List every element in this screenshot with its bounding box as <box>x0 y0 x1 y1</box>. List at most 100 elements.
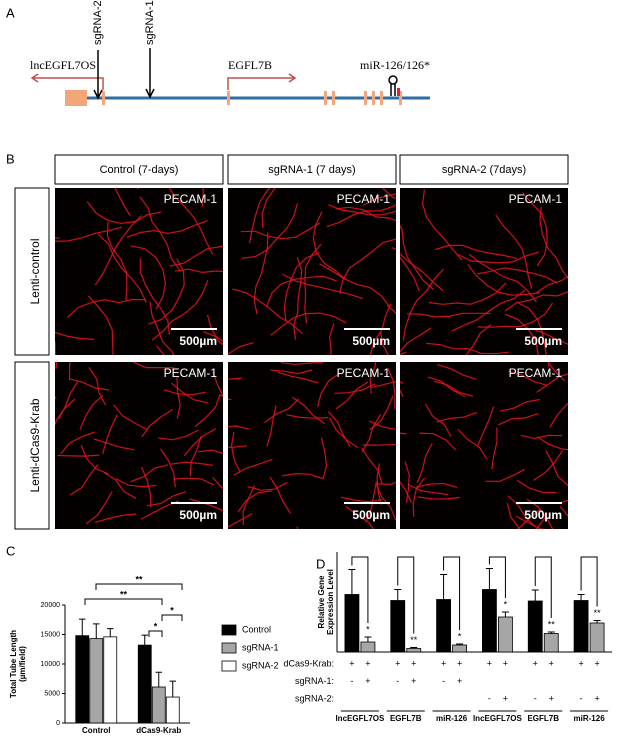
bar <box>165 696 180 724</box>
vessel <box>203 331 223 342</box>
vessel <box>317 372 340 408</box>
vessel <box>139 258 171 335</box>
vessel <box>198 449 223 455</box>
tss-arrow <box>30 73 104 90</box>
vessel <box>491 427 498 470</box>
comparison-bracket <box>488 556 506 598</box>
row-header: Lenti-dCas9-Krab <box>28 398 42 492</box>
vessel <box>361 414 382 453</box>
error-bar <box>577 594 585 601</box>
condition-cell: - <box>442 676 445 686</box>
vessel <box>536 373 568 393</box>
stain-label: PECAM-1 <box>164 366 218 380</box>
x-tick-label: EGFL7B <box>527 714 559 723</box>
condition-cell: + <box>594 658 599 668</box>
vessel <box>228 425 250 430</box>
bar <box>589 622 605 653</box>
vessel <box>400 327 432 353</box>
vessel <box>345 505 375 529</box>
vessel <box>371 381 396 388</box>
micrograph: PECAM-1 500µm <box>400 188 568 355</box>
comparison-bracket <box>397 556 415 634</box>
vessel <box>451 290 526 332</box>
vessel <box>93 438 135 451</box>
vessel <box>424 403 452 437</box>
x-tick-label: miR-126 <box>574 714 606 723</box>
vessel <box>498 412 539 426</box>
y-axis-label: Total Tube Length <box>9 630 18 698</box>
vessel <box>335 381 369 410</box>
stain-label: PECAM-1 <box>337 366 391 380</box>
significance-bracket <box>148 630 163 637</box>
vessel <box>133 362 175 369</box>
vessels <box>400 189 568 355</box>
vessel <box>212 371 223 398</box>
vessel <box>58 381 79 420</box>
error-bar <box>456 643 464 645</box>
vessel <box>228 512 253 528</box>
vessel <box>173 477 215 486</box>
vessel <box>228 342 254 355</box>
bar <box>573 600 589 653</box>
legend-label: Control <box>242 624 271 634</box>
bar <box>543 633 559 653</box>
panel-label: B <box>6 151 15 166</box>
gene-label: miR-126/126* <box>360 58 430 72</box>
micrograph: PECAM-1 500µm <box>228 362 396 529</box>
legend-label: sgRNA-1 <box>242 642 279 652</box>
bar <box>137 644 152 724</box>
vessel <box>369 395 394 431</box>
error-bar <box>93 623 100 639</box>
vessel <box>266 275 337 307</box>
condition-cell: + <box>457 676 462 686</box>
vessel <box>174 268 223 274</box>
vessel <box>517 508 541 529</box>
vessel <box>377 481 396 485</box>
vessel <box>465 324 492 355</box>
error-bar <box>394 589 402 601</box>
vessel <box>171 461 213 466</box>
comparison-bracket <box>534 556 552 618</box>
error-bar <box>593 620 601 623</box>
scale-label: 500µm <box>352 508 390 522</box>
vessel <box>382 188 396 200</box>
vessel <box>212 477 223 490</box>
vessel <box>328 417 359 449</box>
vessel <box>282 273 363 300</box>
vessel <box>171 382 208 404</box>
gene-diagram: lncEGFL7OS EGFL7B miR-126/126* sgRNA-2 s… <box>30 0 430 106</box>
row-header-box <box>14 187 50 356</box>
vessel <box>507 495 537 528</box>
image-grid: Control (7-days) sgRNA-1 (7 days) sgRNA-2 … <box>14 154 569 530</box>
stain-label: PECAM-1 <box>509 192 563 206</box>
error-bar <box>155 671 162 688</box>
vessel <box>139 196 180 271</box>
vessels <box>228 188 396 355</box>
panel-label: D <box>316 556 325 571</box>
row-header-box <box>14 361 50 530</box>
vessel <box>232 288 303 335</box>
vessel <box>261 188 276 228</box>
vessel <box>240 222 321 240</box>
significance-label: ** <box>594 608 602 618</box>
vessel <box>547 362 565 382</box>
vessel <box>270 312 347 336</box>
condition-cell: + <box>395 658 400 668</box>
vessel <box>467 264 541 296</box>
vessel <box>94 513 137 523</box>
comparison-bracket <box>580 556 598 607</box>
chart-d: Relative Gene Expression Level * lncEGFL7OS… <box>283 552 612 723</box>
vessel <box>296 526 299 529</box>
vessel <box>549 402 568 428</box>
condition-cell: + <box>349 658 354 668</box>
micrograph: PECAM-1 500µm <box>228 188 396 355</box>
vessel <box>504 313 540 355</box>
error-bar <box>501 611 509 617</box>
vessel <box>402 268 445 341</box>
error-bar <box>107 628 114 637</box>
significance-label: * <box>504 599 508 609</box>
vessel <box>264 398 300 424</box>
vessel <box>149 301 175 355</box>
x-tick-label: lncEGFL7OS <box>473 714 523 723</box>
